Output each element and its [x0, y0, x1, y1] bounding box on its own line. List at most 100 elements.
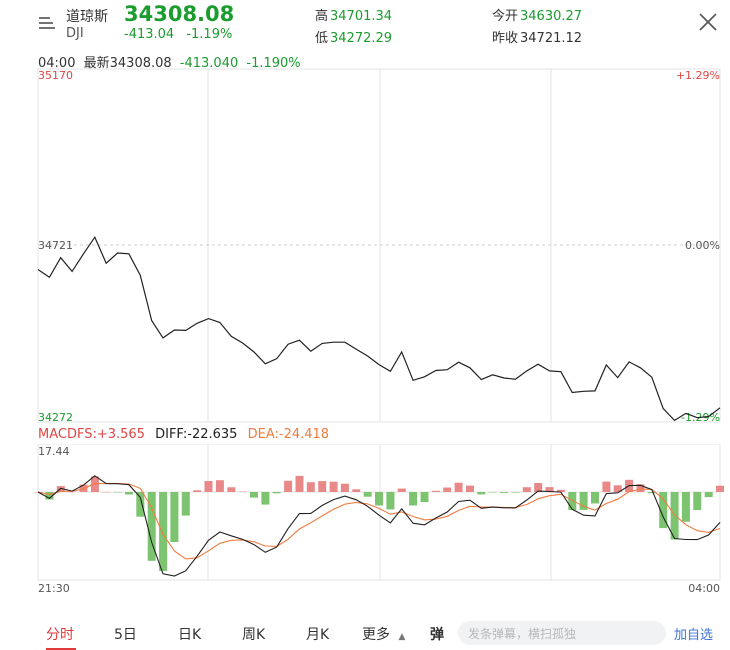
- macd-bar: [591, 492, 599, 504]
- macd-bar: [102, 491, 111, 493]
- tab-daily-k-label: 日K: [178, 627, 202, 643]
- macd-bar: [45, 492, 54, 500]
- macd-bar: [272, 492, 281, 494]
- prev-close-stat: 昨收 34721.12: [492, 27, 582, 46]
- macd-bar: [352, 489, 361, 492]
- macd-bar: [716, 485, 724, 492]
- danmu-toggle[interactable]: 弹: [430, 624, 444, 644]
- open-value: 34630.27: [520, 9, 583, 24]
- danmu-icon: 弹: [430, 627, 444, 643]
- macd-bar: [693, 492, 702, 510]
- macd-chart[interactable]: 17.44 21:30 04:00: [0, 444, 730, 596]
- macd-bar: [568, 492, 577, 510]
- open-label: 今开: [492, 9, 519, 24]
- prev-close-value: 34721.12: [520, 31, 583, 46]
- macd-bar: [329, 481, 338, 492]
- add-watchlist-label: 加自选: [674, 628, 714, 643]
- pct-top-label: +1.29%: [676, 69, 720, 82]
- change-percent: -1.19%: [186, 27, 233, 42]
- dea-line: [37, 483, 721, 560]
- macd-bar: [522, 487, 531, 492]
- danmu-placeholder: 发条弹幕，横扫孤独: [468, 627, 577, 641]
- diff-label: DIFF:-22.635: [155, 427, 238, 442]
- macd-label: MACDFS:+3.565: [38, 427, 145, 442]
- y-mid-label: 34721: [38, 239, 73, 252]
- macd-bar: [602, 481, 611, 492]
- macd-bar: [556, 489, 565, 492]
- diff-line: [37, 475, 721, 577]
- tab-more[interactable]: 更多 ▲: [362, 624, 405, 644]
- high-label: 高: [315, 9, 329, 24]
- macd-bar: [340, 483, 349, 492]
- macd-bar: [386, 492, 395, 510]
- y-top-label: 35170: [38, 69, 73, 82]
- change-value: -413.04: [124, 27, 175, 42]
- macd-bar: [443, 487, 452, 492]
- macd-bar: [409, 492, 418, 506]
- tab-5day-label: 5日: [114, 627, 137, 643]
- tab-more-label: 更多: [362, 627, 390, 643]
- macd-bar: [181, 492, 190, 516]
- macd-bar: [466, 485, 474, 492]
- macd-bar: [545, 487, 554, 492]
- macd-bar: [136, 492, 145, 517]
- macd-bar: [193, 490, 202, 492]
- tab-weekly-k-label: 周K: [242, 627, 266, 643]
- pct-mid-label: 0.00%: [685, 239, 720, 252]
- macd-bar: [420, 492, 429, 502]
- price-change: -413.04 -1.19%: [124, 27, 232, 42]
- current-price: 34308.08: [124, 2, 235, 26]
- close-icon[interactable]: [696, 10, 720, 34]
- latest-label: 最新: [83, 56, 110, 71]
- macd-histogram: [34, 475, 724, 571]
- macd-bar: [238, 491, 247, 492]
- tab-monthly-k-label: 月K: [306, 627, 330, 643]
- latest-value: 34308.08: [109, 56, 172, 71]
- macd-bar: [704, 492, 713, 498]
- latest-change-pct: -1.190%: [246, 56, 301, 71]
- tab-daily-k[interactable]: 日K: [178, 624, 201, 644]
- macd-bar: [511, 492, 520, 493]
- stock-name: 道琼斯: [66, 9, 108, 25]
- prev-close-label: 昨收: [492, 31, 519, 46]
- menu-icon[interactable]: [36, 12, 58, 34]
- macd-bar: [670, 492, 679, 540]
- macd-bar: [56, 486, 65, 492]
- macd-bar: [306, 482, 315, 492]
- price-line: [37, 235, 721, 422]
- macd-bar: [284, 480, 293, 492]
- high-stat: 高 34701.34: [315, 5, 392, 24]
- caret-up-icon: ▲: [398, 632, 406, 642]
- macd-bar: [90, 476, 99, 492]
- macd-bar: [170, 492, 179, 542]
- tab-minute[interactable]: 分时: [46, 624, 76, 650]
- tab-weekly-k[interactable]: 周K: [242, 624, 265, 644]
- macd-y-top: 17.44: [38, 445, 70, 458]
- macd-bar: [534, 483, 543, 492]
- macd-bar: [159, 492, 168, 571]
- dea-label: DEA:-24.418: [247, 427, 330, 442]
- macd-bar: [113, 492, 122, 493]
- macd-bar: [68, 491, 77, 493]
- add-watchlist-button[interactable]: 加自选: [674, 624, 713, 643]
- macd-bar: [250, 492, 258, 498]
- macd-bar: [295, 475, 304, 492]
- latest-time: 04:00: [38, 56, 76, 71]
- tab-5day[interactable]: 5日: [114, 624, 137, 644]
- macd-bar: [431, 490, 440, 492]
- macd-bar: [318, 481, 327, 492]
- macd-legend: MACDFS:+3.565 DIFF:-22.635 DEA:-24.418: [38, 427, 329, 442]
- macd-bar: [215, 480, 224, 492]
- price-chart[interactable]: 35170 34721 34272 +1.29% 0.00% -1.29%: [0, 66, 730, 426]
- y-bottom-label: 34272: [38, 411, 73, 424]
- macd-bar: [363, 492, 372, 497]
- danmu-input[interactable]: 发条弹幕，横扫孤独: [458, 621, 666, 645]
- latest-change: -413.040: [179, 56, 239, 71]
- macd-bar: [397, 488, 406, 492]
- macd-bar: [647, 492, 656, 494]
- open-stat: 今开 34630.27: [492, 5, 582, 24]
- time-end: 04:00: [688, 582, 720, 595]
- macd-bar: [204, 481, 213, 492]
- macd-bar: [454, 482, 463, 492]
- tab-monthly-k[interactable]: 月K: [306, 624, 329, 644]
